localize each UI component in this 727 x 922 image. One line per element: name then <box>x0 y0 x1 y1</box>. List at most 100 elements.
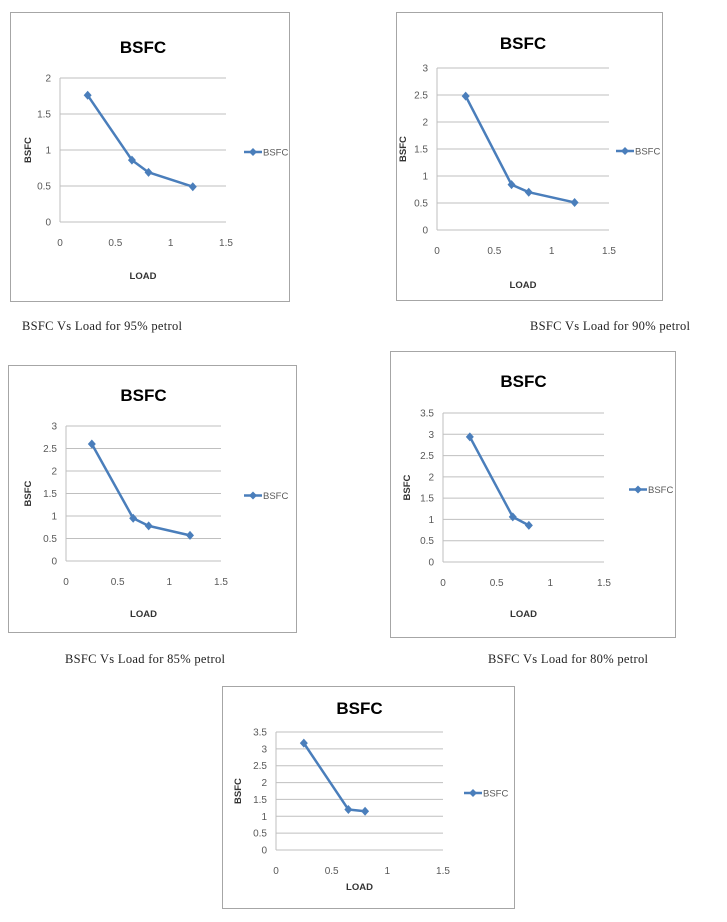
caption-90-petrol: BSFC Vs Load for 90% petrol <box>530 319 691 333</box>
data-point-marker <box>87 439 96 449</box>
y-axis-label: BSFC <box>398 136 409 162</box>
y-tick-label: 3 <box>51 422 57 433</box>
data-point-marker <box>361 806 370 816</box>
y-tick-label: 1.5 <box>37 110 51 121</box>
y-tick-label: 2 <box>45 74 51 85</box>
y-tick-label: 1.5 <box>253 795 267 806</box>
legend-label: BSFC <box>483 789 508 800</box>
x-tick-label: 0 <box>440 578 446 589</box>
y-tick-label: 2.5 <box>420 451 434 462</box>
data-point-marker <box>83 90 92 100</box>
legend-marker-icon <box>621 147 629 155</box>
y-axis-label: BSFC <box>402 474 413 500</box>
x-tick-label: 1.5 <box>219 238 233 249</box>
x-axis-label: LOAD <box>130 271 157 282</box>
chart-80-petrol: BSFC 0 0.5 1 1.5 2 2.5 3 3.5 0 0.5 1 1.5 LOAD BSFC BSFC <box>390 351 676 638</box>
data-point-marker <box>299 738 308 748</box>
y-tick-label: 0.5 <box>43 534 57 545</box>
x-tick-label: 1 <box>548 578 554 589</box>
y-axis-label: BSFC <box>233 778 244 804</box>
data-point-marker <box>507 180 516 190</box>
chart-title: BSFC <box>336 699 382 718</box>
y-tick-label: 2 <box>422 118 428 129</box>
legend-label: BSFC <box>635 147 660 158</box>
x-tick-label: 1.5 <box>214 577 228 588</box>
chart-svg: BSFC 0 0.5 1 1.5 2 2.5 3 0 0.5 1 1.5 LOAD BSFC BSFC <box>398 34 660 291</box>
x-tick-label: 1 <box>385 866 391 877</box>
chart-90-petrol: BSFC 0 0.5 1 1.5 2 2.5 3 0 0.5 1 1.5 LOAD BSFC BSFC <box>396 12 663 301</box>
y-tick-label: 1 <box>428 515 434 526</box>
y-tick-label: 0 <box>428 558 434 569</box>
data-point-marker <box>127 155 136 165</box>
x-tick-label: 1 <box>549 246 555 257</box>
y-tick-label: 0.5 <box>37 182 51 193</box>
y-tick-label: 2 <box>261 778 267 789</box>
y-axis-label: BSFC <box>23 137 34 163</box>
x-tick-label: 1.5 <box>602 246 616 257</box>
series-line <box>86 94 194 188</box>
y-tick-label: 0 <box>51 557 57 568</box>
x-tick-label: 1 <box>167 577 173 588</box>
chart-title: BSFC <box>500 372 546 391</box>
series-line <box>302 742 366 813</box>
series-line <box>464 95 575 204</box>
x-tick-label: 1.5 <box>597 578 611 589</box>
chart-svg: BSFC 0 0.5 1 1.5 2 2.5 3 3.5 0 0.5 1 1.5 LOAD BSFC BSFC <box>402 372 673 620</box>
data-point-marker <box>344 805 353 815</box>
data-point-marker <box>129 513 138 523</box>
y-tick-label: 3.5 <box>420 409 434 420</box>
data-point-marker <box>570 197 579 207</box>
y-tick-label: 3 <box>422 64 428 75</box>
chart-svg: BSFC 0 0.5 1 1.5 2 2.5 3 0 0.5 1 1.5 LOAD BSFC BSFC <box>23 386 288 620</box>
x-tick-label: 0 <box>434 246 440 257</box>
legend-marker-icon <box>469 789 477 797</box>
y-tick-label: 0.5 <box>414 199 428 210</box>
legend-label: BSFC <box>263 491 288 502</box>
chart-title: BSFC <box>120 386 166 405</box>
data-point-marker <box>465 432 474 442</box>
x-tick-label: 0.5 <box>111 577 125 588</box>
caption-95-petrol: BSFC Vs Load for 95% petrol <box>22 319 183 333</box>
chart-svg: BSFC 0 0.5 1 1.5 2 0 0.5 1 1.5 LOAD BSFC BSFC <box>23 38 288 282</box>
chart-95-petrol: BSFC 0 0.5 1 1.5 2 0 0.5 1 1.5 LOAD BSFC BSFC <box>10 12 290 302</box>
y-tick-label: 1 <box>261 812 267 823</box>
y-tick-label: 2.5 <box>414 91 428 102</box>
legend-label: BSFC <box>263 148 288 159</box>
data-point-marker <box>188 182 197 192</box>
y-tick-label: 1.5 <box>43 489 57 500</box>
y-tick-label: 3.5 <box>253 728 267 739</box>
x-tick-label: 1 <box>168 238 174 249</box>
x-tick-label: 0.5 <box>325 866 339 877</box>
y-tick-label: 3 <box>428 430 434 441</box>
y-tick-label: 0 <box>422 226 428 237</box>
data-point-marker <box>524 187 533 197</box>
x-axis-label: LOAD <box>510 609 537 620</box>
y-tick-label: 1 <box>422 172 428 183</box>
x-axis-label: LOAD <box>130 609 157 620</box>
x-tick-label: 0 <box>57 238 63 249</box>
data-point-marker <box>144 521 153 531</box>
data-point-marker <box>186 530 194 540</box>
legend-marker-icon <box>249 491 257 500</box>
chart-75-petrol: BSFC 0 0.5 1 1.5 2 2.5 3 3.5 0 0.5 1 1.5 LOAD BSFC BSFC <box>222 686 515 909</box>
caption-80-petrol: BSFC Vs Load for 80% petrol <box>488 652 649 666</box>
x-tick-label: 0 <box>63 577 69 588</box>
x-tick-label: 1.5 <box>436 866 450 877</box>
y-tick-label: 2.5 <box>43 444 57 455</box>
legend-marker-icon <box>634 485 642 494</box>
data-point-marker <box>461 91 470 101</box>
data-point-marker <box>144 167 153 177</box>
chart-85-petrol: BSFC 0 0.5 1 1.5 2 2.5 3 0 0.5 1 1.5 LOAD BSFC BSFC <box>8 365 297 633</box>
chart-title: BSFC <box>500 34 546 53</box>
legend-marker-icon <box>249 148 257 156</box>
chart-title: BSFC <box>120 38 166 57</box>
data-point-marker <box>524 520 533 530</box>
series-line <box>468 436 530 527</box>
y-tick-label: 0 <box>261 846 267 857</box>
x-axis-label: LOAD <box>510 280 537 291</box>
x-axis-label: LOAD <box>346 882 373 893</box>
y-tick-label: 3 <box>261 744 267 755</box>
y-axis-label: BSFC <box>23 480 34 506</box>
caption-85-petrol: BSFC Vs Load for 85% petrol <box>65 652 226 666</box>
x-tick-label: 0.5 <box>487 246 501 257</box>
